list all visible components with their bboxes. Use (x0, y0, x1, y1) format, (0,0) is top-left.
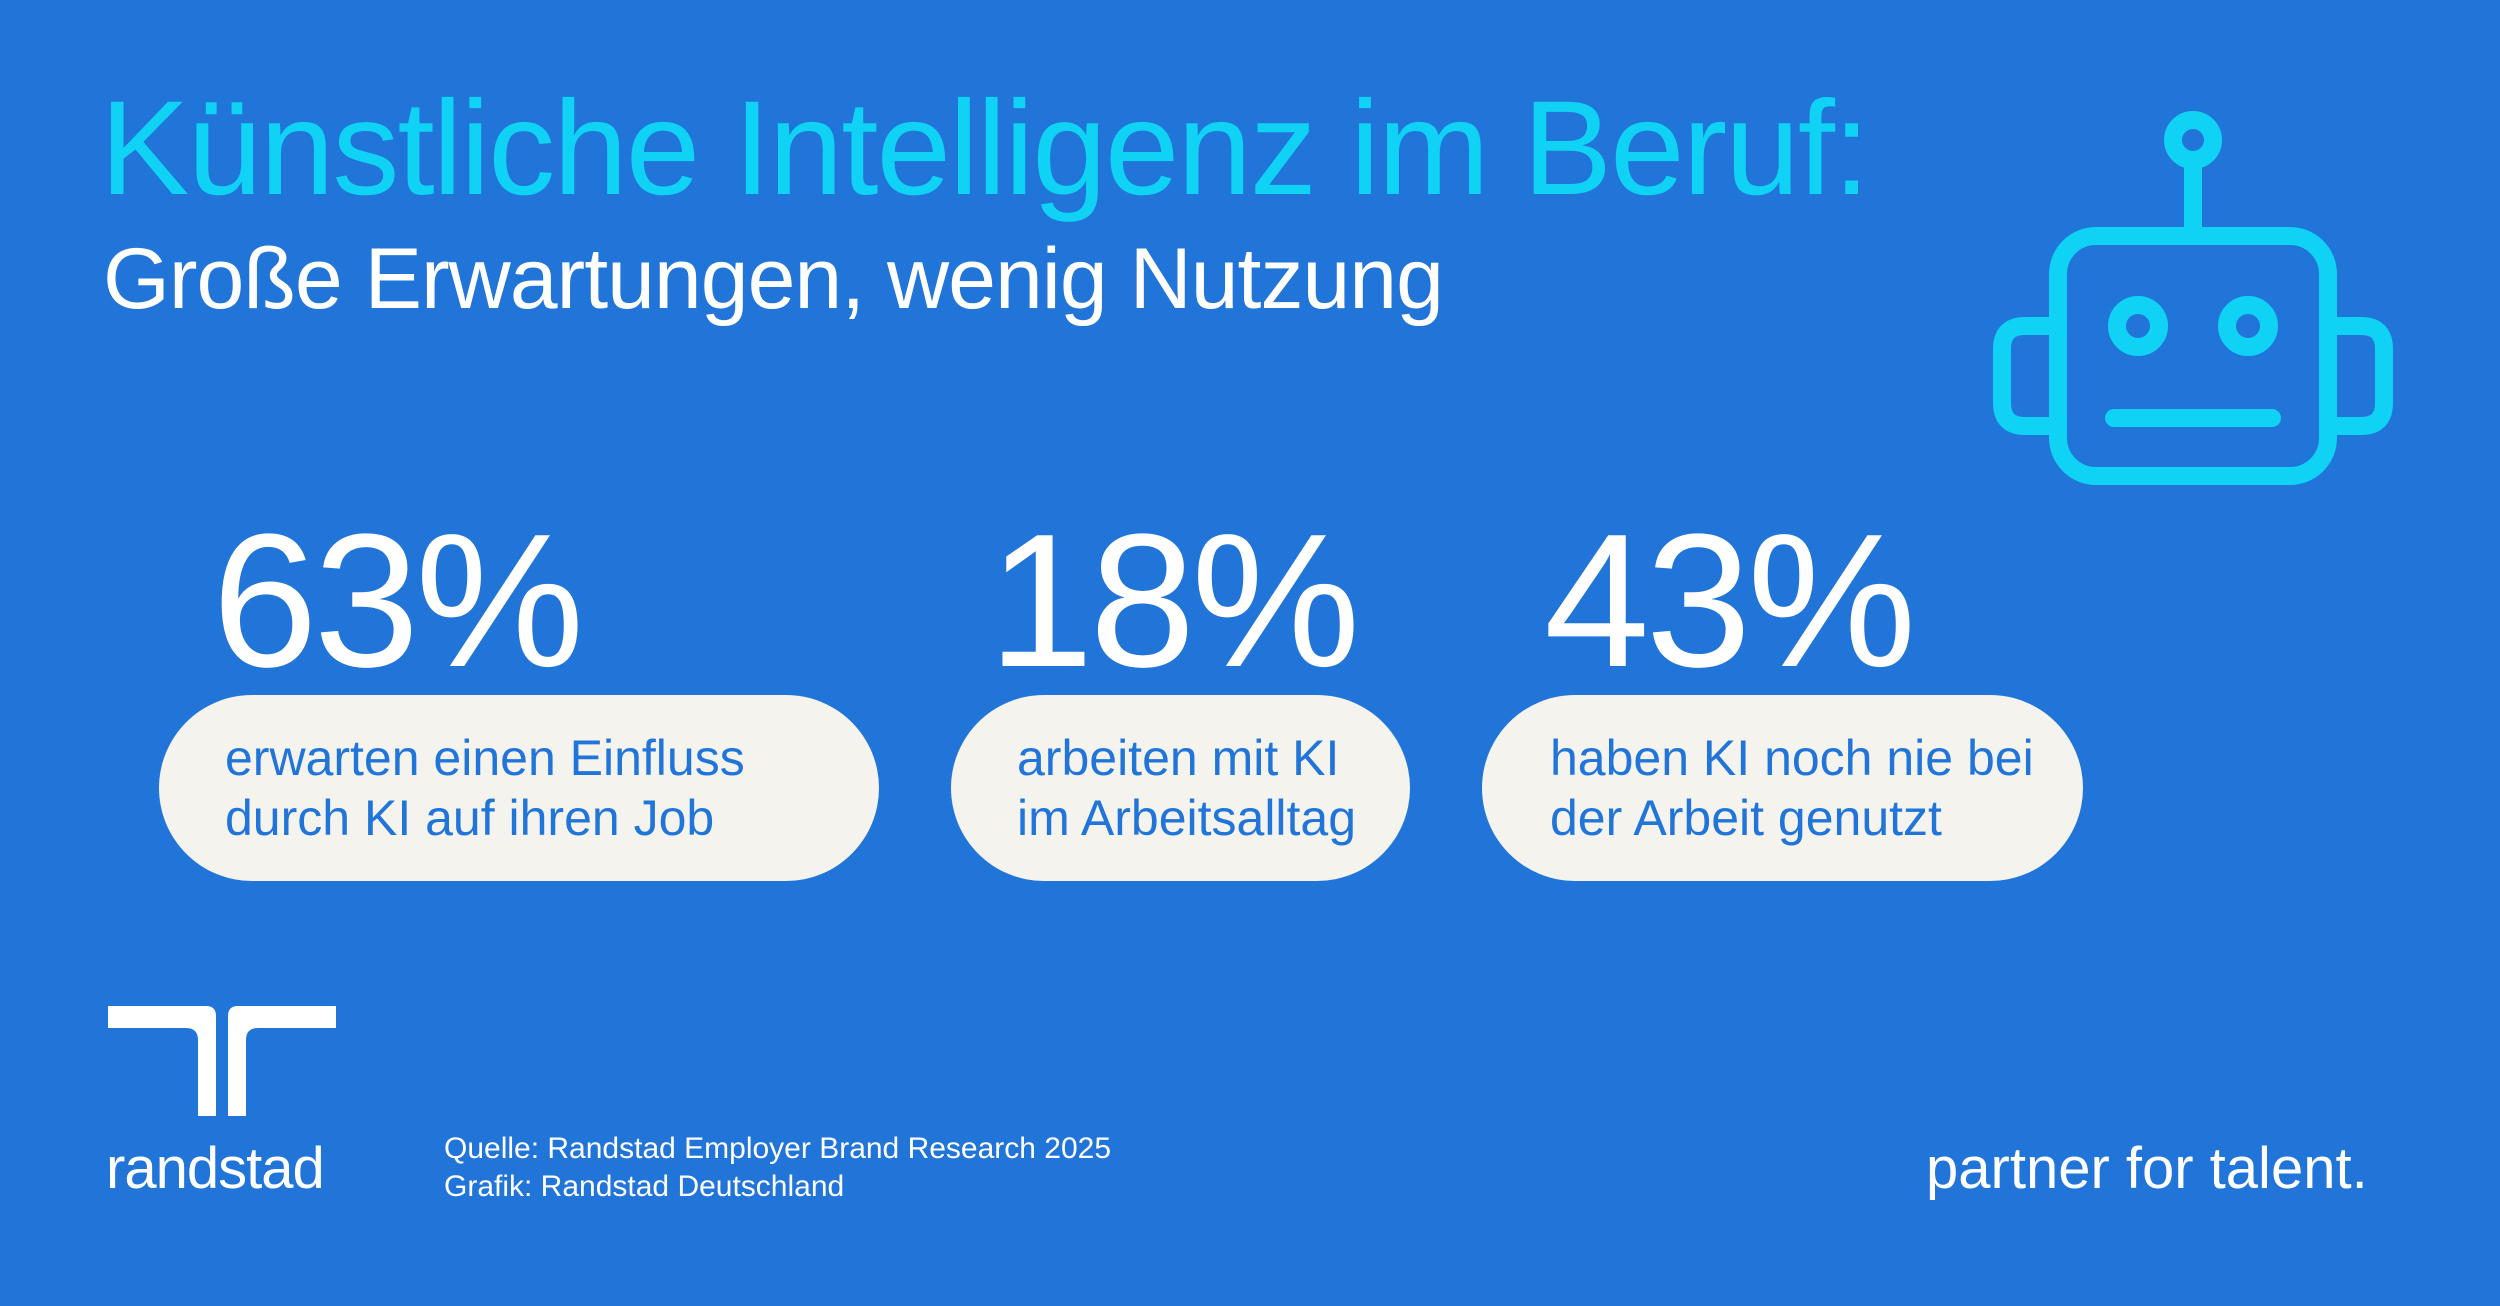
stat-label-line: im Arbeitsalltag (1017, 790, 1357, 846)
stat-value-1: 63% (212, 495, 584, 707)
page-subtitle: Große Erwartungen, wenig Nutzung (103, 231, 1444, 327)
page-title: Künstliche Intelligenz im Beruf: (100, 74, 1870, 223)
stat-label-line: haben KI noch nie bei (1550, 730, 2034, 786)
stat-label-pill-2: arbeiten mit KI im Arbeitsalltag (951, 695, 1410, 881)
source-line: Quelle: Randstad Employer Brand Research… (444, 1132, 1112, 1165)
stat-value-3: 43% (1544, 495, 1916, 707)
randstad-logo-icon (108, 1006, 336, 1116)
stat-label-line: der Arbeit genutzt (1550, 790, 1942, 846)
tagline: partner for talent. (1926, 1136, 2368, 1201)
source-note: Quelle: Randstad Employer Brand Research… (444, 1130, 1111, 1206)
stat-value-2: 18% (988, 495, 1360, 707)
stat-label-pill-3: haben KI noch nie bei der Arbeit genutzt (1482, 695, 2083, 881)
stat-label-line: arbeiten mit KI (1017, 730, 1340, 786)
robot-icon (1993, 111, 2393, 485)
credit-line: Grafik: Randstad Deutschland (444, 1170, 845, 1203)
stat-label-line: durch KI auf ihren Job (225, 790, 715, 846)
stat-label-line: erwarten einen Einfluss (225, 730, 745, 786)
brand-name: randstad (106, 1136, 325, 1201)
stat-label-pill-1: erwarten einen Einfluss durch KI auf ihr… (159, 695, 879, 881)
